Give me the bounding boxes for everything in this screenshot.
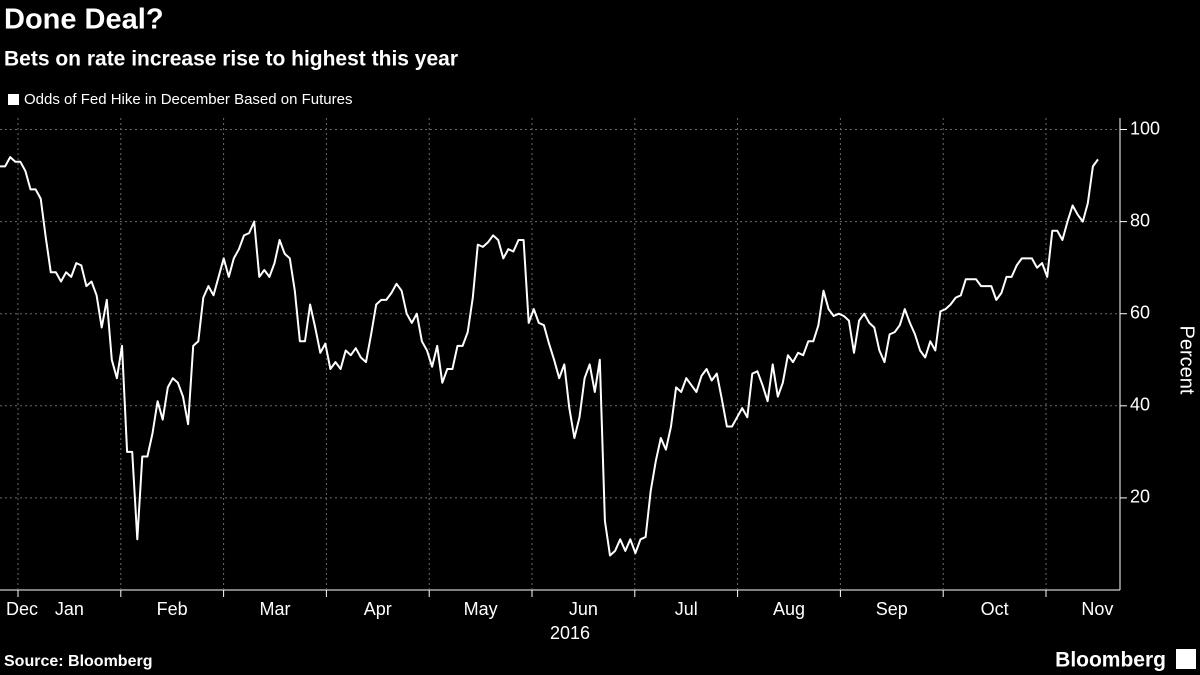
y-tick-label: 80	[1130, 210, 1150, 230]
brand-icon	[1176, 649, 1196, 669]
chart-subtitle: Bets on rate increase rise to highest th…	[4, 48, 458, 71]
x-tick-label: Jul	[675, 599, 698, 619]
x-tick-label: Sep	[876, 599, 908, 619]
x-tick-label: Nov	[1081, 599, 1113, 619]
x-tick-label: Jun	[569, 599, 598, 619]
x-tick-label: Apr	[364, 599, 392, 619]
x-tick-label: Mar	[260, 599, 291, 619]
x-tick-label: Oct	[981, 599, 1009, 619]
y-tick-label: 20	[1130, 487, 1150, 507]
x-tick-label: Jan	[55, 599, 84, 619]
year-label: 2016	[550, 623, 590, 643]
x-tick-label: Dec	[6, 599, 38, 619]
y-tick-label: 100	[1130, 118, 1160, 138]
y-tick-label: 40	[1130, 395, 1150, 415]
x-tick-label: Feb	[157, 599, 188, 619]
source: Source: Bloomberg	[4, 653, 152, 670]
legend-swatch	[8, 94, 19, 105]
x-tick-label: May	[464, 599, 498, 619]
x-tick-label: Aug	[773, 599, 805, 619]
data-line	[0, 156, 1099, 557]
brand: Bloomberg	[1055, 649, 1166, 672]
y-axis-label: Percent	[1176, 326, 1198, 395]
y-tick-label: 60	[1130, 302, 1150, 322]
chart-title: Done Deal?	[4, 4, 164, 36]
legend-label: Odds of Fed Hike in December Based on Fu…	[24, 91, 353, 108]
